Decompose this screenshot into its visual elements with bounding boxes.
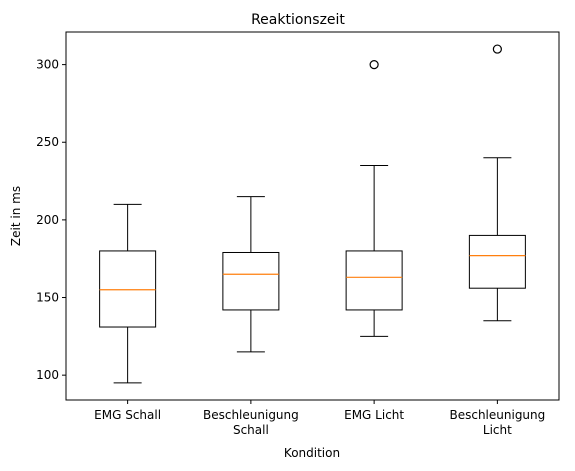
y-tick-label: 250 xyxy=(36,135,59,149)
y-tick-label: 150 xyxy=(36,291,59,305)
x-tick-label: Beschleunigung xyxy=(449,408,545,422)
box-iqr xyxy=(99,250,157,328)
x-axis-label: Kondition xyxy=(284,446,340,460)
x-tick-label: Schall xyxy=(233,423,269,437)
outlier-point xyxy=(492,44,502,54)
x-tick-label: EMG Schall xyxy=(94,408,161,422)
box-iqr xyxy=(222,251,280,311)
y-tick-label: 300 xyxy=(36,58,59,72)
y-tick-label: 100 xyxy=(36,368,59,382)
axes-frame xyxy=(65,31,560,401)
box-iqr xyxy=(345,250,403,311)
x-tick-label: EMG Licht xyxy=(344,408,404,422)
chart-title: Reaktionszeit xyxy=(251,12,345,28)
outlier-point xyxy=(369,60,379,70)
y-axis-label: Zeit in ms xyxy=(9,186,23,246)
x-tick-label: Licht xyxy=(483,423,512,437)
x-tick-label: Beschleunigung xyxy=(203,408,299,422)
box-iqr xyxy=(468,234,526,289)
y-tick-label: 200 xyxy=(36,213,59,227)
